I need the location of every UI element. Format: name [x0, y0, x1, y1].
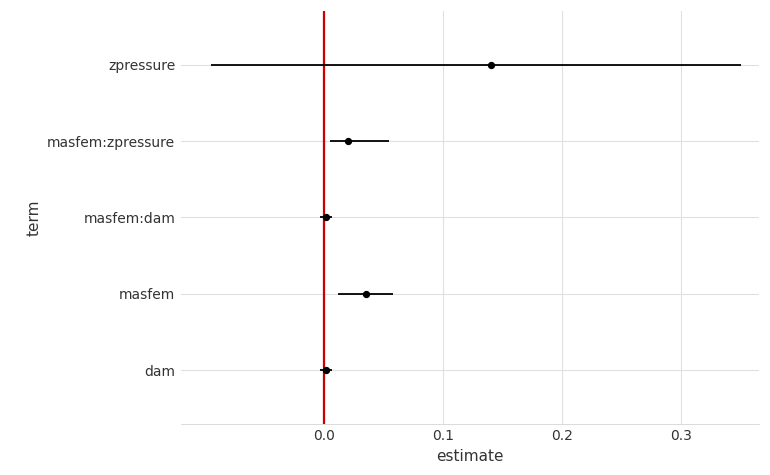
Point: [341, 137, 353, 145]
Y-axis label: term: term: [26, 199, 42, 236]
Point: [320, 367, 333, 374]
Point: [360, 290, 372, 298]
Point: [320, 214, 333, 221]
Point: [484, 61, 497, 68]
X-axis label: estimate: estimate: [436, 449, 504, 464]
